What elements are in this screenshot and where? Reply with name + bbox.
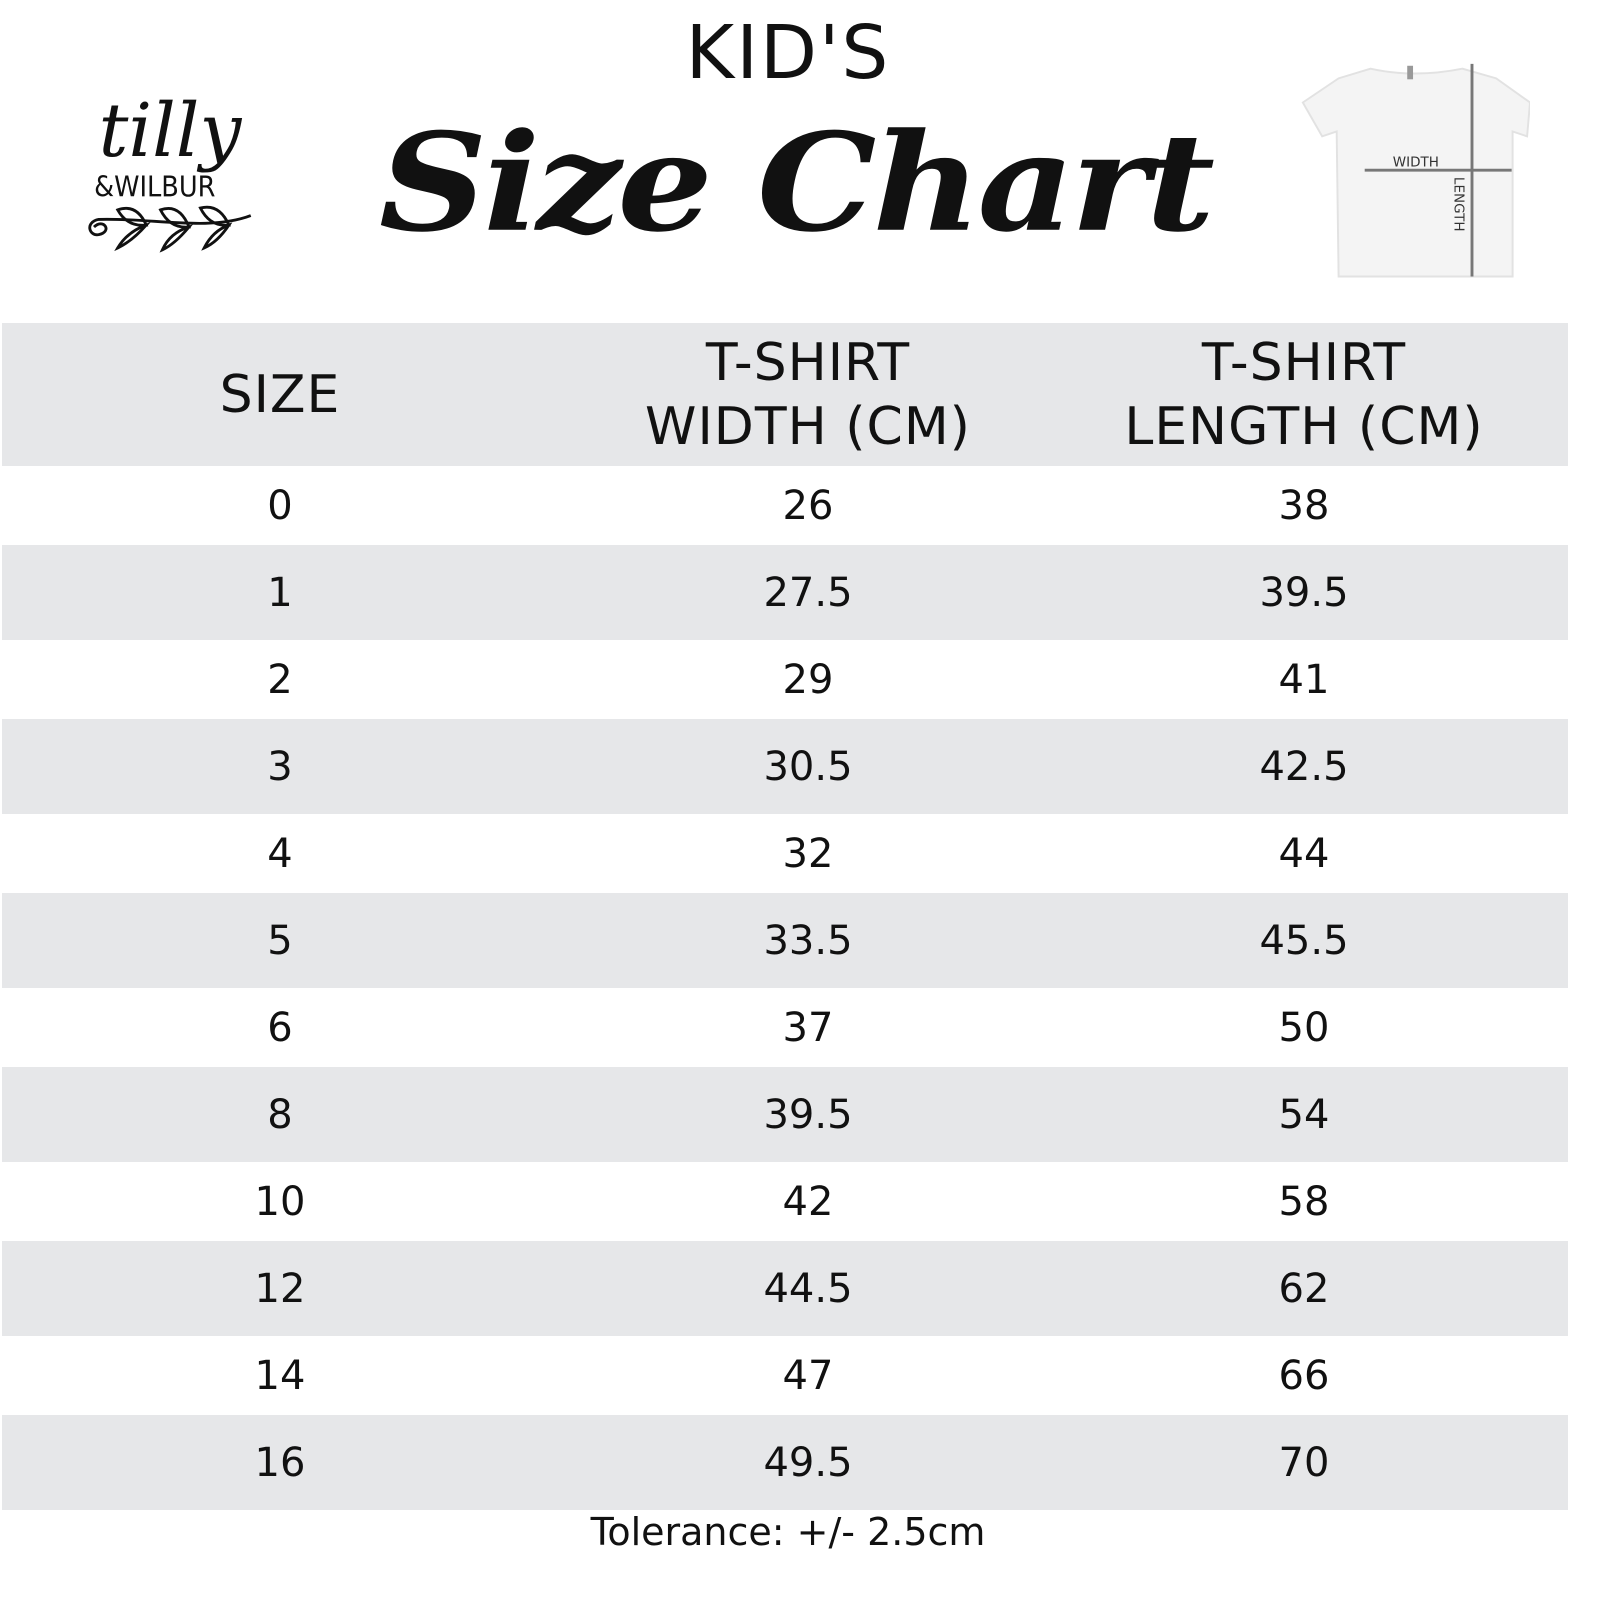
column-header-width: T-SHIRT WIDTH (CM) <box>558 331 1058 459</box>
length-cell: 70 <box>1278 1439 1330 1486</box>
length-cell: 42.5 <box>1259 743 1349 790</box>
table-row: 0 26 38 <box>2 466 1568 545</box>
size-cell: 5 <box>267 917 293 964</box>
width-cell: 39.5 <box>763 1091 853 1138</box>
header-text: T-SHIRT <box>1201 332 1407 393</box>
size-cell: 1 <box>267 569 293 616</box>
size-cell: 14 <box>254 1352 306 1399</box>
width-cell: 32 <box>782 830 834 877</box>
table-row: 16 49.5 70 <box>2 1415 1568 1510</box>
width-cell: 49.5 <box>763 1439 853 1486</box>
header-text: SIZE <box>219 364 341 425</box>
table-header: SIZE T-SHIRT WIDTH (CM) T-SHIRT LENGTH (CM… <box>2 323 1568 466</box>
brand-logo: tilly &WILBUR <box>88 88 252 253</box>
length-cell: 50 <box>1278 1004 1330 1051</box>
width-cell: 47 <box>782 1352 834 1399</box>
column-header-size: SIZE <box>2 363 558 427</box>
size-cell: 0 <box>267 482 293 529</box>
table-row: 8 39.5 54 <box>2 1067 1568 1162</box>
subtitle: KID'S <box>685 10 891 96</box>
length-cell: 39.5 <box>1259 569 1349 616</box>
width-cell: 30.5 <box>763 743 853 790</box>
width-cell: 27.5 <box>763 569 853 616</box>
size-table: SIZE T-SHIRT WIDTH (CM) T-SHIRT LENGTH (CM… <box>2 323 1568 1510</box>
length-cell: 58 <box>1278 1178 1330 1225</box>
table-row: 2 29 41 <box>2 640 1568 719</box>
length-cell: 41 <box>1278 656 1330 703</box>
table-row: 10 42 58 <box>2 1162 1568 1241</box>
width-cell: 29 <box>782 656 834 703</box>
length-cell: 45.5 <box>1259 917 1349 964</box>
tolerance-note: Tolerance: +/- 2.5cm <box>590 1510 986 1554</box>
size-cell: 16 <box>254 1439 306 1486</box>
table-row: 4 32 44 <box>2 814 1568 893</box>
header-text: LENGTH (CM) <box>1124 396 1484 457</box>
size-cell: 3 <box>267 743 293 790</box>
size-cell: 10 <box>254 1178 306 1225</box>
column-header-length: T-SHIRT LENGTH (CM) <box>1058 331 1550 459</box>
table-row: 12 44.5 62 <box>2 1241 1568 1336</box>
header-text: T-SHIRT <box>705 332 911 393</box>
length-cell: 66 <box>1278 1352 1330 1399</box>
length-cell: 54 <box>1278 1091 1330 1138</box>
table-row: 1 27.5 39.5 <box>2 545 1568 640</box>
size-cell: 12 <box>254 1265 306 1312</box>
table-row: 14 47 66 <box>2 1336 1568 1415</box>
table-row: 6 37 50 <box>2 988 1568 1067</box>
svg-text:tilly: tilly <box>99 88 243 174</box>
length-label: LENGTH <box>1451 177 1467 232</box>
svg-text:&WILBUR: &WILBUR <box>94 171 216 204</box>
size-cell: 4 <box>267 830 293 877</box>
width-cell: 26 <box>782 482 834 529</box>
width-cell: 33.5 <box>763 917 853 964</box>
length-cell: 44 <box>1278 830 1330 877</box>
length-cell: 38 <box>1278 482 1330 529</box>
length-cell: 62 <box>1278 1265 1330 1312</box>
width-cell: 42 <box>782 1178 834 1225</box>
table-row: 5 33.5 45.5 <box>2 893 1568 988</box>
size-cell: 8 <box>267 1091 293 1138</box>
size-cell: 6 <box>267 1004 293 1051</box>
size-cell: 2 <box>267 656 293 703</box>
page-title: Size Chart <box>378 103 1215 263</box>
width-label: WIDTH <box>1393 154 1439 170</box>
header-text: WIDTH (CM) <box>645 396 971 457</box>
width-cell: 37 <box>782 1004 834 1051</box>
width-cell: 44.5 <box>763 1265 853 1312</box>
table-row: 3 30.5 42.5 <box>2 719 1568 814</box>
tshirt-diagram: WIDTH LENGTH <box>1301 63 1530 278</box>
